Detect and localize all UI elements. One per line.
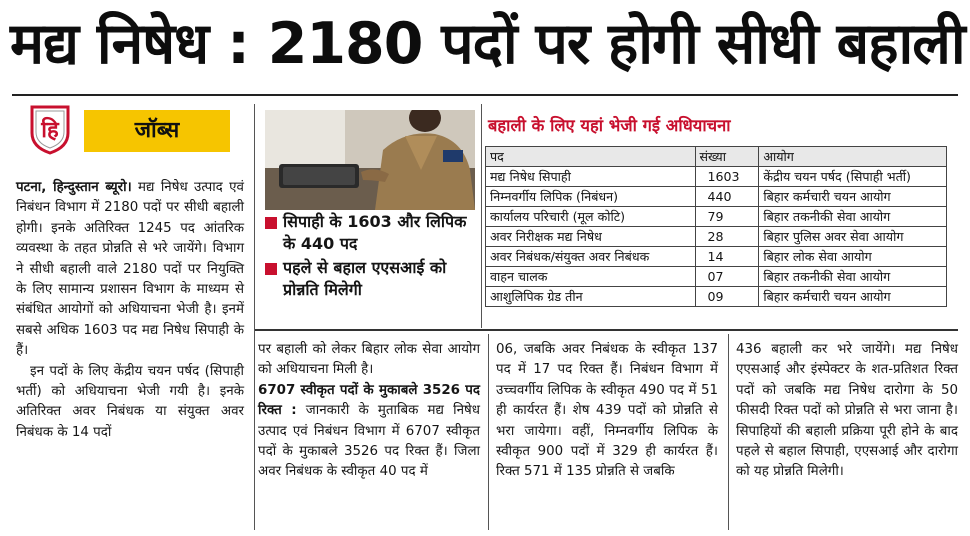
table-row: मद्य निषेध सिपाही 1603 केंद्रीय चयन पर्षद …: [485, 166, 947, 187]
col2-para-1: पर बहाली को लेकर बिहार लोक सेवा आयोग को …: [258, 342, 480, 378]
subheading: 6707 स्वीकृत पदों के मुकाबले 3526 पद रिक…: [258, 382, 480, 419]
cell-post: वाहन चालक: [485, 266, 696, 287]
mid-rule: [255, 329, 958, 331]
header-count: संख्या: [694, 146, 760, 167]
cell-count: 440: [694, 186, 760, 207]
hindustan-logo-icon: हि: [30, 105, 70, 155]
highlight-list: सिपाही के 1603 और लिपिक के 440 पद पहले स…: [265, 211, 480, 303]
column-divider-1: [254, 104, 255, 530]
logo-glyph: हि: [40, 116, 60, 143]
cell-commission: बिहार कर्मचारी चयन आयोग: [758, 186, 947, 207]
highlight-text: पहले से बहाल एएसआई को प्रोन्नति मिलेगी: [283, 258, 447, 299]
col1-para-1: पटना, हिन्दुस्तान ब्यूरो। मद्य निषेध उत्…: [16, 178, 244, 362]
demand-table: पद संख्या आयोग मद्य निषेध सिपाही 1603 केंद…: [485, 146, 947, 307]
article-column-2: पर बहाली को लेकर बिहार लोक सेवा आयोग को …: [258, 340, 480, 483]
cell-count: 79: [694, 206, 760, 227]
highlight-item: सिपाही के 1603 और लिपिक के 440 पद: [265, 211, 480, 255]
article-column-3: 06, जबकि अवर निबंधक के स्वीकृत 137 पद मे…: [496, 340, 718, 483]
cell-count: 07: [694, 266, 760, 287]
table-row: कार्यालय परिचारी (मूल कोटि) 79 बिहार तकनीक…: [485, 206, 947, 227]
cell-post: कार्यालय परिचारी (मूल कोटि): [485, 206, 696, 227]
cell-count: 28: [694, 226, 760, 247]
table-row: निम्नवर्गीय लिपिक (निबंधन) 440 बिहार कर्मच…: [485, 186, 947, 207]
cell-commission: बिहार लोक सेवा आयोग: [758, 246, 947, 267]
cell-count: 09: [694, 286, 760, 307]
cell-post: आशुलिपिक ग्रेड तीन: [485, 286, 696, 307]
cell-count: 1603: [694, 166, 760, 187]
cell-commission: बिहार पुलिस अवर सेवा आयोग: [758, 226, 947, 247]
table-row: आशुलिपिक ग्रेड तीन 09 बिहार कर्मचारी चयन आ…: [485, 286, 947, 307]
col2-para-2: 6707 स्वीकृत पदों के मुकाबले 3526 पद रिक…: [258, 381, 480, 483]
column-divider-2: [481, 104, 482, 328]
col1-para-2: इन पदों के लिए केंद्रीय चयन पर्षद (सिपाह…: [16, 363, 244, 440]
cell-post: मद्य निषेध सिपाही: [485, 166, 696, 187]
header-commission: आयोग: [758, 146, 947, 167]
article-column-4: 436 बहाली कर भरे जायेंगे। मद्य निषेध एएस…: [736, 340, 958, 483]
cell-post: अवर निबंधक/संयुक्त अवर निबंधक: [485, 246, 696, 267]
column-divider-3: [488, 334, 489, 530]
section-tag: जॉब्स: [84, 110, 230, 152]
bullet-square-icon: [265, 263, 277, 275]
table-title: बहाली के लिए यहां भेजी गई अधियाचना: [488, 116, 731, 135]
highlight-text: सिपाही के 1603 और लिपिक के 440 पद: [283, 212, 467, 253]
headline: मद्य निषेध : 2180 पदों पर होगी सीधी बहाल…: [10, 11, 966, 77]
table-row: वाहन चालक 07 बिहार तकनीकी सेवा आयोग: [485, 266, 947, 287]
col1-text-1: मद्य निषेध उत्पाद एवं निबंधन विभाग में 2…: [16, 180, 244, 359]
cell-count: 14: [694, 246, 760, 267]
cell-commission: बिहार तकनीकी सेवा आयोग: [758, 266, 947, 287]
cell-commission: बिहार कर्मचारी चयन आयोग: [758, 286, 947, 307]
cell-post: अवर निरीक्षक मद्य निषेध: [485, 226, 696, 247]
top-rule: [12, 94, 958, 96]
header-post: पद: [485, 146, 696, 167]
cell-commission: बिहार तकनीकी सेवा आयोग: [758, 206, 947, 227]
cell-post: निम्नवर्गीय लिपिक (निबंधन): [485, 186, 696, 207]
column-divider-4: [728, 334, 729, 530]
photo-officer-at-computer: [265, 110, 475, 210]
table-row: अवर निबंधक/संयुक्त अवर निबंधक 14 बिहार लोक…: [485, 246, 947, 267]
col2-text-2: जानकारी के मुताबिक मद्य निषेध उत्पाद एवं…: [258, 403, 480, 480]
article-column-1: पटना, हिन्दुस्तान ब्यूरो। मद्य निषेध उत्…: [16, 178, 244, 443]
col4-para-1: 436 बहाली कर भरे जायेंगे। मद्य निषेध एएस…: [736, 342, 958, 480]
col3-para-1: 06, जबकि अवर निबंधक के स्वीकृत 137 पद मे…: [496, 342, 718, 480]
table-header-row: पद संख्या आयोग: [485, 146, 947, 167]
dateline: पटना, हिन्दुस्तान ब्यूरो।: [16, 180, 132, 195]
highlight-item: पहले से बहाल एएसआई को प्रोन्नति मिलेगी: [265, 257, 480, 301]
table-row: अवर निरीक्षक मद्य निषेध 28 बिहार पुलिस अवर…: [485, 226, 947, 247]
cell-commission: केंद्रीय चयन पर्षद (सिपाही भर्ती): [758, 166, 947, 187]
bullet-square-icon: [265, 217, 277, 229]
